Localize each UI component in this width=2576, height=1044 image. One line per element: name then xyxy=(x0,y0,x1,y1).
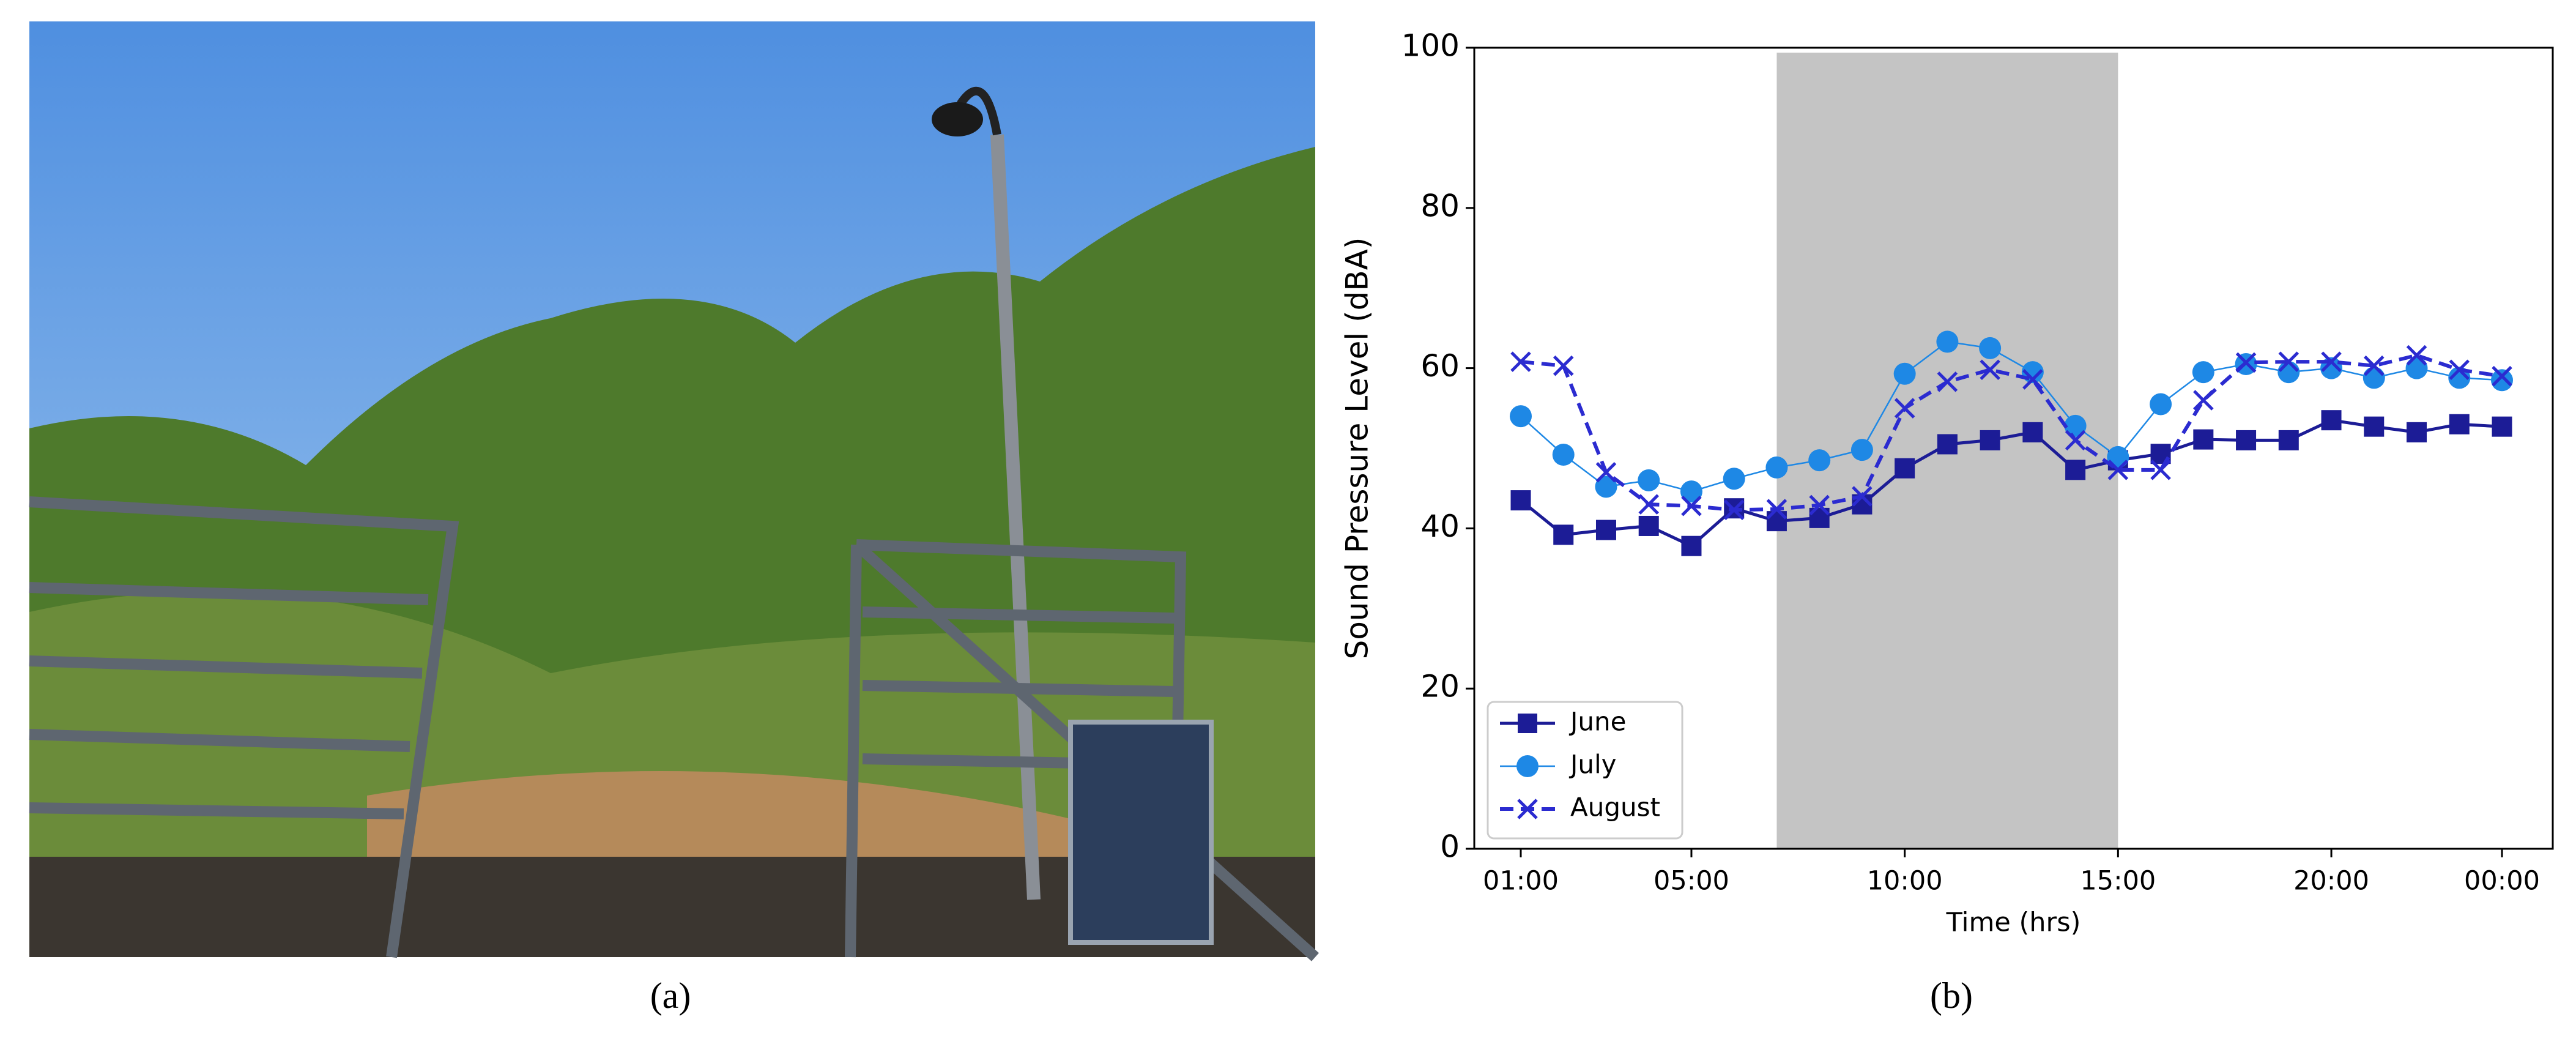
marker xyxy=(1765,456,1788,479)
marker xyxy=(1638,469,1660,491)
marker xyxy=(1937,371,1958,392)
marker xyxy=(1723,499,1745,521)
marker xyxy=(2150,393,2172,416)
marker xyxy=(2491,369,2513,392)
marker xyxy=(1980,430,2000,450)
marker xyxy=(1979,337,2002,359)
y-axis-label: Sound Pressure Level (dBA) xyxy=(1340,237,1375,660)
marker xyxy=(2235,352,2257,373)
marker xyxy=(2492,416,2512,437)
x-axis-label: Time (hrs) xyxy=(1946,908,2081,938)
marker xyxy=(2278,430,2299,450)
plot-frame xyxy=(1473,47,2554,850)
marker xyxy=(2150,460,2171,480)
marker xyxy=(2150,444,2171,464)
x-tick-label: 01:00 xyxy=(1483,866,1559,897)
marker xyxy=(1766,499,1787,520)
marker xyxy=(2449,414,2470,434)
legend: June July August xyxy=(1487,701,1683,840)
marker xyxy=(1510,405,1532,428)
legend-marker xyxy=(1516,755,1539,777)
marker xyxy=(2406,345,2427,366)
x-tick-label: 00:00 xyxy=(2464,866,2540,897)
x-tick-label: 20:00 xyxy=(2293,866,2369,897)
y-tick-label: 60 xyxy=(1420,348,1460,384)
marker xyxy=(2193,390,2214,411)
x-tick-label: 10:00 xyxy=(1867,866,1943,897)
y-tick-label: 40 xyxy=(1420,509,1460,544)
series-line xyxy=(1520,353,2503,512)
marker xyxy=(1809,494,1830,516)
legend-marker xyxy=(1517,799,1538,819)
marker xyxy=(1595,475,1617,498)
marker xyxy=(1852,486,1873,507)
y-tick-label: 100 xyxy=(1401,28,1460,64)
marker xyxy=(1638,494,1659,515)
marker xyxy=(2022,422,2043,442)
caption: (b) xyxy=(1930,975,1973,1016)
marker xyxy=(1723,468,1745,490)
marker xyxy=(1893,362,1916,385)
marker xyxy=(2278,351,2299,372)
photo xyxy=(29,21,1320,961)
marker xyxy=(1680,480,1702,503)
marker xyxy=(1850,439,1873,461)
marker xyxy=(2364,416,2385,437)
marker xyxy=(1552,443,1575,466)
marker xyxy=(2405,357,2428,379)
marker xyxy=(1980,359,2000,380)
y-tick-label: 0 xyxy=(1440,829,1460,865)
legend-label: July xyxy=(1568,750,1617,780)
marker xyxy=(1681,535,1702,556)
legend-label: June xyxy=(1568,707,1626,737)
marker xyxy=(2193,429,2214,450)
caption: (a) xyxy=(650,975,691,1016)
marker xyxy=(1936,330,1959,353)
marker xyxy=(1681,495,1702,516)
marker xyxy=(2492,365,2512,387)
marker xyxy=(1638,515,1659,536)
marker xyxy=(2064,414,2087,437)
marker xyxy=(2192,361,2214,384)
marker xyxy=(2449,359,2470,380)
marker xyxy=(1894,398,1915,419)
marker xyxy=(1553,355,1574,376)
marker xyxy=(2277,361,2300,384)
marker xyxy=(2065,430,2086,451)
x-tick-label: 05:00 xyxy=(1654,866,1729,897)
y-tick-label: 20 xyxy=(1420,669,1460,704)
marker xyxy=(1510,490,1531,511)
x-tick-label: 15:00 xyxy=(2080,866,2156,897)
marker xyxy=(2364,355,2385,376)
legend-marker xyxy=(1518,714,1537,733)
marker xyxy=(2107,460,2129,480)
marker xyxy=(1553,524,1574,545)
marker xyxy=(2065,460,2086,480)
marker xyxy=(1808,449,1831,472)
marker xyxy=(1595,520,1616,540)
marker xyxy=(2407,422,2427,442)
marker xyxy=(2236,430,2257,450)
marker xyxy=(2321,410,2342,431)
marker xyxy=(1510,351,1531,372)
marker xyxy=(2022,369,2043,390)
marker xyxy=(1595,462,1617,483)
legend-label: August xyxy=(1570,792,1660,822)
legend-box xyxy=(1487,701,1683,840)
marker xyxy=(2321,351,2342,372)
marker xyxy=(1895,458,1915,479)
marker xyxy=(2363,367,2385,389)
y-tick-label: 80 xyxy=(1420,188,1460,223)
marker xyxy=(1937,434,1958,455)
